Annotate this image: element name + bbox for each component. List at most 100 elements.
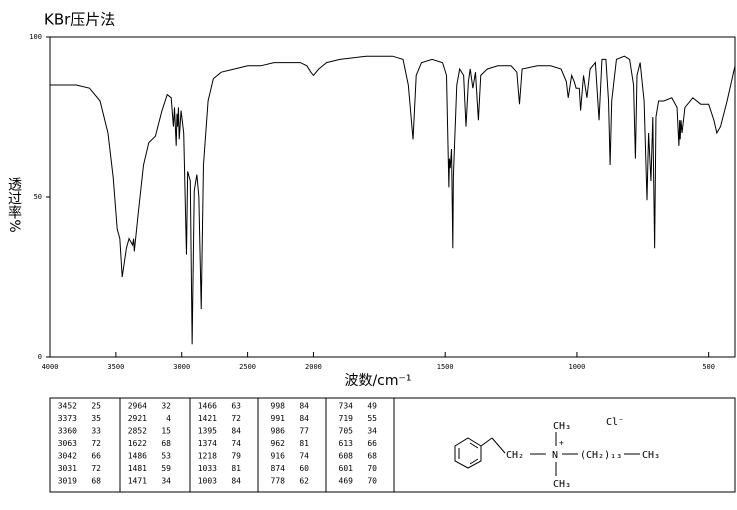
peak-wavenumber: 778 [271,477,286,486]
structure [454,432,640,476]
peak-wavenumber: 3063 [58,439,77,448]
peak-wavenumber: 1003 [198,477,217,486]
peak-wavenumber: 916 [271,452,286,461]
chain-end: CH₃ [642,450,660,461]
peak-transmittance: 79 [231,452,241,461]
methyl-bottom: CH₃ [553,479,571,490]
x-tick-label: 500 [702,363,715,371]
peak-table-frame [49,397,736,493]
peak-wavenumber: 608 [339,452,354,461]
peak-wavenumber: 1471 [128,477,147,486]
peak-transmittance: 60 [299,464,309,473]
peak-wavenumber: 719 [339,414,354,423]
peak-transmittance: 72 [91,439,101,448]
ring-bond [469,458,479,465]
peak-wavenumber: 601 [339,464,354,473]
peak-wavenumber: 2921 [128,414,147,423]
methylene: CH₂ [506,450,524,461]
spectrum-line [50,55,736,345]
bond [491,437,506,454]
peak-wavenumber: 3019 [58,477,77,486]
peak-transmittance: 33 [91,427,101,436]
peak-transmittance: 84 [231,427,241,436]
peak-wavenumber: 1374 [198,439,217,448]
peak-transmittance: 72 [231,414,241,423]
anion: Cl⁻ [606,417,624,428]
peak-wavenumber: 2852 [128,427,147,436]
peak-wavenumber: 734 [339,402,354,411]
x-tick-label: 2000 [305,363,322,371]
peak-wavenumber: 705 [339,427,354,436]
chain: (CH₂)₁₃ [580,450,622,461]
peak-transmittance: 53 [161,452,171,461]
peak-wavenumber: 1033 [198,464,217,473]
x-tick-label: 3500 [107,363,124,371]
peak-transmittance: 68 [367,452,377,461]
peak-transmittance: 15 [161,427,171,436]
peak-transmittance: 35 [91,414,101,423]
peak-wavenumber: 962 [271,439,286,448]
peak-transmittance: 34 [367,427,377,436]
peak-transmittance: 34 [161,477,171,486]
y-tick-label: 0 [38,353,42,361]
peak-wavenumber: 2964 [128,402,147,411]
peak-transmittance: 72 [91,464,101,473]
peak-transmittance: 4 [166,414,171,423]
peak-transmittance: 84 [299,414,309,423]
x-tick-label: 1500 [437,363,454,371]
peak-wavenumber: 1486 [128,452,147,461]
charge: + [559,439,564,448]
peak-wavenumber: 1395 [198,427,217,436]
peak-transmittance: 32 [161,402,171,411]
peak-transmittance: 55 [367,414,377,423]
peak-wavenumber: 1622 [128,439,147,448]
x-tick-label: 1000 [568,363,585,371]
table-dividers [119,398,395,492]
peak-transmittance: 63 [231,402,241,411]
peak-wavenumber: 1421 [198,414,217,423]
peak-transmittance: 66 [91,452,101,461]
peak-transmittance: 74 [299,452,309,461]
y-axis-label: 透过率% [6,177,22,232]
x-axis-label: 波数/cm⁻¹ [344,373,411,389]
peak-transmittance: 81 [231,464,241,473]
peak-wavenumber: 3452 [58,402,77,411]
peak-wavenumber: 613 [339,439,354,448]
peak-transmittance: 74 [231,439,241,448]
peak-transmittance: 49 [367,402,377,411]
peak-transmittance: 59 [161,464,171,473]
peak-wavenumber: 3373 [58,414,77,423]
peak-wavenumber: 469 [339,477,354,486]
peak-wavenumber: 1466 [198,402,217,411]
peak-wavenumber: 1481 [128,464,147,473]
peak-transmittance: 66 [367,439,377,448]
peak-transmittance: 68 [91,477,101,486]
peak-transmittance: 68 [161,439,171,448]
peak-wavenumber: 3360 [58,427,77,436]
peak-transmittance: 62 [299,477,309,486]
peak-transmittance: 77 [299,427,309,436]
peak-transmittance: 70 [367,464,377,473]
peak-wavenumber: 998 [271,402,286,411]
peak-transmittance: 84 [299,402,309,411]
peak-transmittance: 25 [91,402,101,411]
bond [480,437,493,447]
peak-wavenumber: 991 [271,414,286,423]
x-tick-label: 4000 [42,363,59,371]
peak-wavenumber: 3031 [58,464,77,473]
peak-wavenumber: 874 [271,464,286,473]
chart-title: KBr压片法 [44,11,115,29]
x-tick-label: 3000 [173,363,190,371]
peak-wavenumber: 1218 [198,452,217,461]
y-tick-label: 100 [29,33,42,41]
x-tick-label: 2500 [239,363,256,371]
peak-wavenumber: 986 [271,427,286,436]
ring-bond [469,442,479,449]
peak-transmittance: 81 [299,439,309,448]
peak-transmittance: 84 [231,477,241,486]
nitrogen: N [552,450,558,461]
peak-transmittance: 70 [367,477,377,486]
plot-frame [49,36,736,358]
peak-wavenumber: 3042 [58,452,77,461]
